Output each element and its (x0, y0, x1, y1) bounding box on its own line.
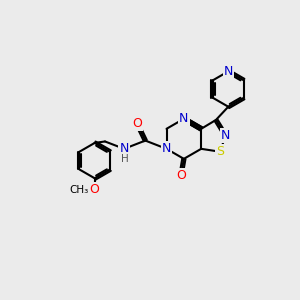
Text: S: S (216, 145, 224, 158)
Text: H: H (121, 154, 129, 164)
Text: CH₃: CH₃ (70, 185, 89, 195)
Text: N: N (221, 129, 230, 142)
Text: N: N (224, 65, 233, 78)
Text: O: O (176, 169, 186, 182)
Text: O: O (132, 117, 142, 130)
Text: N: N (179, 112, 188, 125)
Text: N: N (162, 142, 171, 155)
Text: O: O (90, 183, 100, 196)
Text: N: N (119, 142, 129, 155)
